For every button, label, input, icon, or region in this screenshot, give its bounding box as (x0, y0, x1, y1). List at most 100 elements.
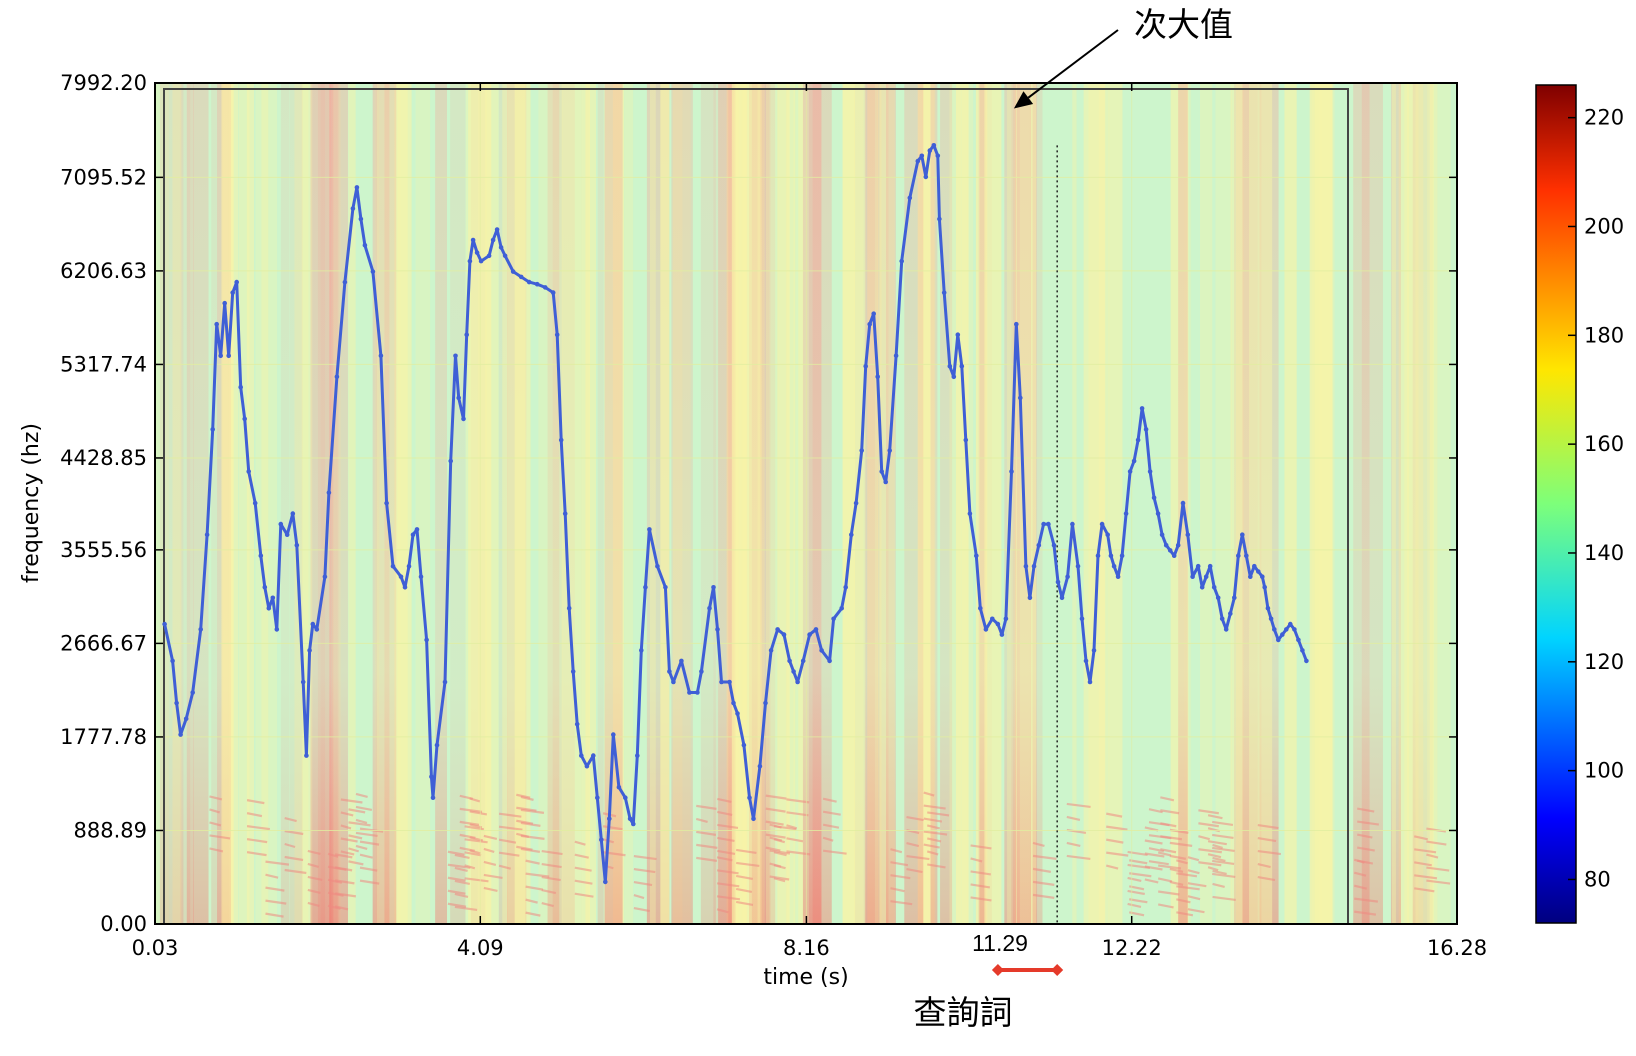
series-point (230, 290, 235, 295)
series-point (486, 253, 492, 259)
spectrogram-harmonic (284, 829, 304, 836)
spectrogram-harmonic (1066, 815, 1081, 822)
colorbar-tick-label: 200 (1584, 214, 1624, 238)
spectrogram-band (853, 83, 864, 924)
spectrogram-harmonic (786, 824, 798, 830)
annotation-arrowhead (1013, 91, 1034, 109)
spectrogram-harmonic (1414, 887, 1435, 893)
spectrogram-harmonic (265, 899, 287, 905)
spectrogram-harmonic (359, 879, 380, 885)
spectrogram-band (886, 83, 896, 924)
series-point (839, 606, 844, 611)
series-point (474, 250, 480, 255)
spectrogram-harmonic (307, 862, 319, 868)
series-point (623, 795, 628, 800)
series-point (434, 742, 440, 748)
spectrogram-harmonic (265, 860, 290, 866)
colorbar-tick-label: 160 (1584, 432, 1624, 456)
y-tick-label: 6206.63 (60, 259, 147, 283)
series-point (707, 606, 712, 611)
spectrogram-harmonic (716, 869, 739, 875)
spectrogram-harmonic (334, 866, 353, 872)
series-point (1119, 553, 1125, 558)
series-point (1180, 500, 1186, 506)
series-point (1203, 574, 1209, 579)
series-point (542, 285, 548, 290)
series-point (402, 585, 408, 590)
series-point (887, 448, 892, 453)
series-point (266, 606, 272, 611)
series-point (1065, 574, 1070, 579)
series-point (1155, 511, 1161, 516)
series-point (607, 816, 612, 822)
series-point (643, 585, 648, 590)
series-point (1223, 627, 1229, 632)
spectrogram-harmonic (246, 812, 263, 818)
series-point (635, 753, 640, 758)
spectrogram-harmonic (340, 824, 352, 830)
series-point (853, 500, 859, 506)
spectrogram-harmonic (1357, 846, 1375, 852)
series-point (978, 606, 983, 611)
spectrogram-harmonic (695, 817, 708, 823)
spectrogram-harmonic (265, 886, 285, 892)
spectrogram-harmonic (1187, 882, 1207, 888)
series-point (498, 245, 504, 250)
spectrogram-harmonic (520, 795, 534, 801)
spectrogram-harmonic (1127, 850, 1148, 857)
spectrogram-harmonic (1158, 864, 1182, 870)
spectrogram-band (765, 83, 779, 924)
spectrogram-harmonic (1144, 839, 1163, 845)
spectrogram-harmonic (246, 825, 270, 831)
spectrogram-harmonic (1176, 885, 1200, 891)
spectrogram-harmonic (1212, 820, 1234, 827)
spectrogram-band (435, 83, 448, 924)
spectrogram-harmonic (822, 797, 837, 803)
spectrogram-harmonic (1187, 869, 1200, 875)
series-point (526, 279, 532, 285)
series-point (879, 469, 884, 474)
spectrogram-band (280, 83, 290, 924)
series-point (584, 763, 590, 769)
spectrogram-harmonic (736, 861, 760, 868)
spectrogram-band (842, 83, 856, 924)
series-point (843, 585, 848, 590)
series-point (1031, 563, 1037, 569)
spectrogram-band (812, 83, 832, 924)
series-point (1167, 548, 1173, 553)
series-point (919, 153, 925, 159)
series-point (787, 658, 792, 664)
series-point (715, 627, 720, 632)
spectrogram-harmonic (447, 850, 465, 856)
spectrogram-harmonic (1187, 856, 1200, 862)
series-point (1051, 542, 1057, 548)
spectrogram-harmonic (498, 825, 523, 831)
spectrogram-harmonic (1212, 882, 1225, 889)
spectrogram-band (193, 83, 209, 924)
spectrogram-harmonic (327, 878, 343, 884)
series-point (1099, 521, 1105, 527)
spectrogram-harmonic (1144, 852, 1165, 858)
spectrogram-harmonic (926, 850, 939, 856)
spectrogram-harmonic (1148, 808, 1163, 814)
spectrogram-harmonic (464, 838, 488, 844)
spectrogram-harmonic (359, 866, 378, 872)
spectrogram-harmonic (1207, 840, 1227, 846)
spectrogram-harmonic (822, 823, 840, 829)
spectrogram-harmonic (541, 902, 554, 908)
spectrogram-harmonic (1357, 807, 1375, 813)
series-point (595, 795, 600, 800)
spectrogram-harmonic (735, 900, 754, 907)
series-point (937, 216, 942, 222)
series-point (478, 258, 484, 264)
spectrogram-band (1200, 83, 1213, 924)
spectrogram-harmonic (716, 895, 741, 901)
series-point (1087, 679, 1093, 685)
spectrogram-harmonic (1144, 878, 1159, 884)
series-point (603, 879, 608, 885)
series-point (1265, 606, 1271, 611)
series-point (204, 532, 210, 537)
colorbar (1535, 84, 1577, 924)
spectrogram-harmonic (1212, 859, 1235, 866)
spectrogram-band (949, 83, 962, 924)
